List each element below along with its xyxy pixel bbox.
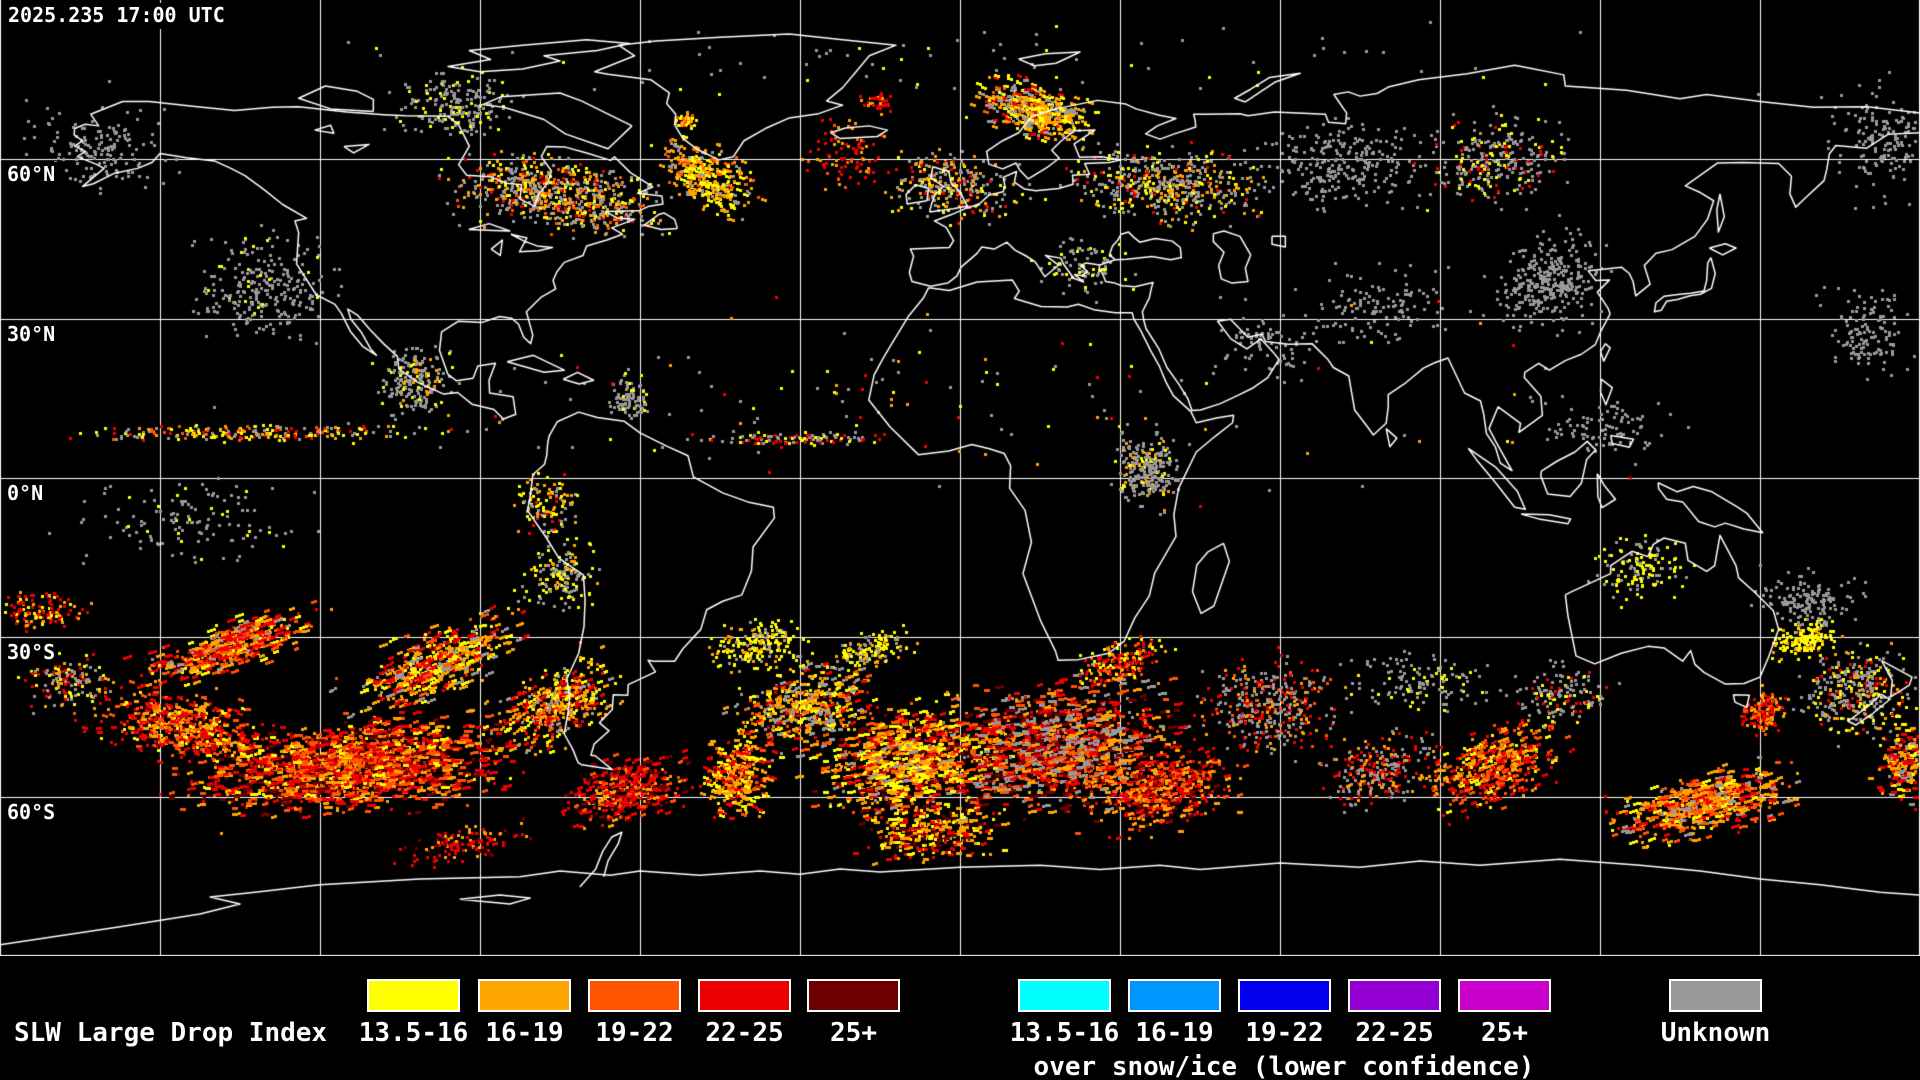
snow-class-13.5-16-label: 13.5-16: [1009, 1018, 1120, 1048]
snow-class-16-19-label: 16-19: [1135, 1018, 1214, 1048]
class-25+-swatch: [807, 979, 900, 1012]
snow-ice-note: over snow/ice (lower confidence): [1033, 1052, 1535, 1080]
class-13.5-16-label: 13.5-16: [358, 1018, 469, 1048]
unknown-swatch: [1669, 979, 1762, 1012]
class-16-19-label: 16-19: [485, 1018, 564, 1048]
snow-class-19-22-swatch: [1238, 979, 1331, 1012]
timestamp: 2025.235 17:00 UTC: [6, 3, 231, 29]
latitude-label: 30°N: [7, 321, 59, 347]
legend-title: SLW Large Drop Index: [14, 1018, 328, 1048]
class-19-22-label: 19-22: [595, 1018, 674, 1048]
class-22-25-swatch: [698, 979, 791, 1012]
snow-class-22-25-swatch: [1348, 979, 1441, 1012]
class-16-19-swatch: [478, 979, 571, 1012]
snow-class-19-22-label: 19-22: [1245, 1018, 1324, 1048]
class-13.5-16-swatch: [367, 979, 460, 1012]
legend: SLW Large Drop Index 13.5-16 16-19 19-22 22…: [0, 956, 1920, 1080]
snow-class-16-19-swatch: [1128, 979, 1221, 1012]
latitude-label: 60°S: [7, 799, 59, 825]
snow-class-25+-label: 25+: [1481, 1018, 1528, 1048]
snow-class-22-25-label: 22-25: [1355, 1018, 1434, 1048]
class-22-25-label: 22-25: [705, 1018, 784, 1048]
latitude-label: 60°N: [7, 162, 59, 188]
world-map-canvas: [0, 0, 1920, 957]
class-19-22-swatch: [588, 979, 681, 1012]
class-25+-label: 25+: [830, 1018, 877, 1048]
latitude-label: 0°N: [7, 481, 47, 506]
unknown-label: Unknown: [1660, 1018, 1771, 1048]
snow-class-13.5-16-swatch: [1018, 979, 1111, 1012]
snow-class-25+-swatch: [1458, 979, 1551, 1012]
latitude-label: 30°S: [7, 640, 59, 666]
